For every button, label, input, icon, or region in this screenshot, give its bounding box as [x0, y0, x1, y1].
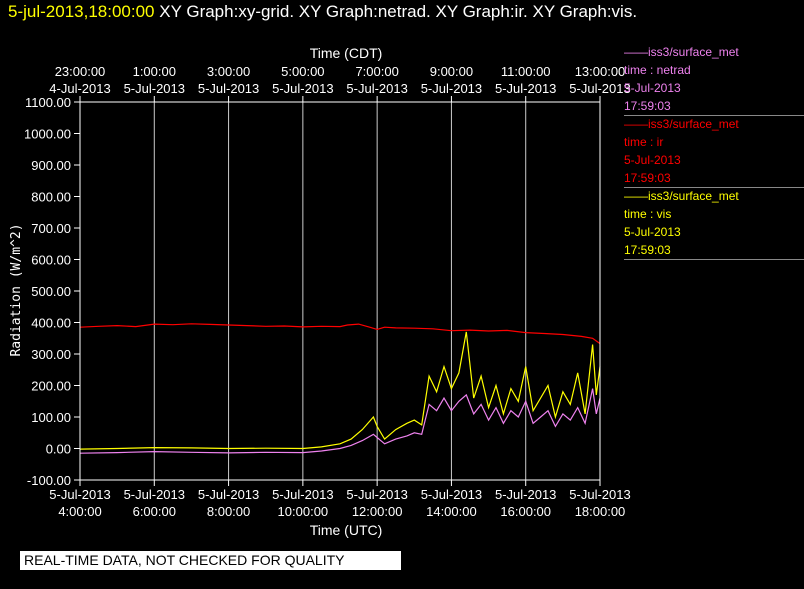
y-tick-label: 900.00 — [31, 158, 71, 173]
legend-variable: time : netrad — [624, 63, 691, 77]
y-tick-label: 200.00 — [31, 379, 71, 394]
y-tick-label: -100.00 — [27, 473, 71, 488]
x-tick-time: 14:00:00 — [426, 504, 477, 519]
title-graphs: XY Graph:xy-grid. XY Graph:netrad. XY Gr… — [159, 2, 638, 21]
x2-tick-date: 5-Jul-2013 — [124, 81, 185, 96]
title-timestamp: 5-jul-2013,18:00:00 — [8, 2, 155, 21]
series-line — [79, 331, 601, 450]
x2-tick-time: 13:00:00 — [575, 64, 626, 79]
y-tick-label: 400.00 — [31, 316, 71, 331]
x2-tick-time: 11:00:00 — [501, 64, 551, 79]
x-tick-time: 8:00:00 — [207, 504, 250, 519]
legend-date: 5-Jul-2013 — [624, 153, 681, 167]
x-tick-date: 5-Jul-2013 — [569, 487, 630, 502]
grid-lines — [153, 102, 527, 480]
x2-tick-date: 5-Jul-2013 — [198, 81, 259, 96]
legend-variable: time : ir — [624, 135, 664, 149]
x-tick-time: 12:00:00 — [352, 504, 403, 519]
x2-tick-time: 7:00:00 — [355, 64, 398, 79]
x-tick-time: 4:00:00 — [58, 504, 101, 519]
x2-tick-time: 23:00:00 — [55, 64, 106, 79]
x-tick-date: 5-Jul-2013 — [124, 487, 185, 502]
legend-separator — [624, 259, 804, 260]
y-tick-label: 800.00 — [31, 190, 71, 205]
y-tick-label: 1100.00 — [25, 95, 71, 110]
x-tick-date: 5-Jul-2013 — [346, 487, 407, 502]
x-tick-time: 18:00:00 — [575, 504, 626, 519]
series-line — [79, 388, 601, 454]
legend-variable: time : vis — [624, 207, 672, 221]
x2-tick-time: 3:00:00 — [207, 64, 250, 79]
legend-source: ——iss3/surface_met — [624, 189, 739, 203]
x2-tick-date: 4-Jul-2013 — [49, 81, 110, 96]
x-tick-date: 5-Jul-2013 — [198, 487, 259, 502]
x2-tick-time: 5:00:00 — [281, 64, 324, 79]
legend-source: ——iss3/surface_met — [624, 117, 739, 131]
legend-time: 17:59:03 — [624, 99, 671, 113]
x-axis-title: Time (UTC) — [310, 522, 383, 538]
x2-tick-time: 9:00:00 — [430, 64, 473, 79]
x2-tick-date: 5-Jul-2013 — [346, 81, 407, 96]
quality-disclaimer: REAL-TIME DATA, NOT CHECKED FOR QUALITY — [20, 551, 401, 570]
y-tick-label: 300.00 — [31, 347, 71, 362]
x2-tick-time: 1:00:00 — [133, 64, 176, 79]
series-line — [79, 323, 601, 345]
legend-separator — [624, 115, 804, 116]
x-tick-time: 16:00:00 — [500, 504, 551, 519]
x-tick-time: 10:00:00 — [278, 504, 329, 519]
legend-vis: ——iss3/surface_met time : vis 5-Jul-2013… — [624, 187, 804, 260]
x-tick-date: 5-Jul-2013 — [49, 487, 110, 502]
plot-frame — [79, 101, 601, 481]
legend-time: 17:59:03 — [624, 243, 671, 257]
x2-tick-date: 5-Jul-2013 — [569, 81, 630, 96]
legend-source: ——iss3/surface_met — [624, 45, 739, 59]
legend-separator — [624, 187, 804, 188]
legend-date: 5-Jul-2013 — [624, 225, 681, 239]
legend-ir: ——iss3/surface_met time : ir 5-Jul-2013 … — [624, 115, 804, 188]
y-tick-label: 500.00 — [31, 284, 71, 299]
legend-time: 17:59:03 — [624, 171, 671, 185]
y-tick-label: 0.00 — [46, 442, 71, 457]
x-tick-date: 5-Jul-2013 — [272, 487, 333, 502]
x2-tick-date: 5-Jul-2013 — [272, 81, 333, 96]
y-tick-label: 600.00 — [31, 253, 71, 268]
legend-netrad: ——iss3/surface_met time : netrad 5-Jul-2… — [624, 43, 804, 116]
x-tick-date: 5-Jul-2013 — [495, 487, 556, 502]
axis-labels: -100.00 0.00 100.00 200.00 300.00 400.00 500.0… — [24, 64, 631, 519]
x2-tick-date: 5-Jul-2013 — [495, 81, 556, 96]
series-layer — [79, 323, 601, 454]
x2-axis-title: Time (CDT) — [310, 45, 383, 61]
x-tick-date: 5-Jul-2013 — [421, 487, 482, 502]
y-tick-label: 100.00 — [31, 410, 71, 425]
y-tick-label: 1000.00 — [24, 127, 71, 142]
x-tick-time: 6:00:00 — [133, 504, 176, 519]
y-tick-label: 700.00 — [31, 221, 71, 236]
x2-tick-date: 5-Jul-2013 — [421, 81, 482, 96]
title-bar: 5-jul-2013,18:00:00 XY Graph:xy-grid. XY… — [8, 2, 637, 22]
legend-date: 5-Jul-2013 — [624, 81, 681, 95]
y-axis-title: Radiation (W/m^2) — [9, 223, 24, 356]
